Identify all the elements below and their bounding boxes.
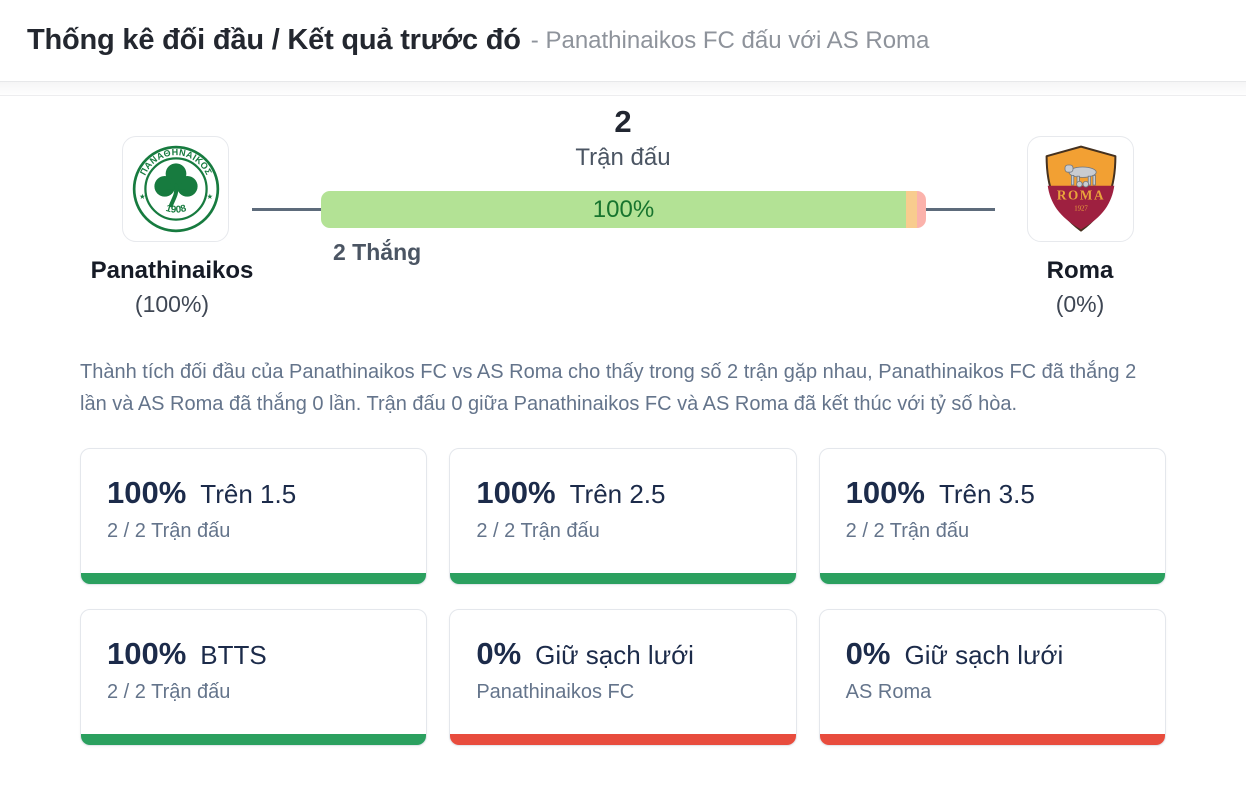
stat-subtext: 2 / 2 Trận đấu (476, 520, 600, 542)
wins-label: 2 Thắng (333, 239, 422, 265)
stat-label: BTTS (200, 640, 267, 670)
svg-text:ROMA: ROMA (1056, 187, 1104, 202)
panathinaikos-logo: ΠΑΝΑΘΗΝΑΪΚΟΣ ★ ★ 1908 (122, 136, 229, 242)
draw-segment (906, 191, 917, 228)
stat-label: Giữ sạch lưới (535, 640, 694, 670)
stat-indicator-bar (450, 573, 796, 584)
page-header: Thống kê đối đầu / Kết quả trước đó - Pa… (0, 0, 1246, 82)
stat-subtext: AS Roma (845, 681, 932, 703)
connector-line-left (252, 208, 321, 211)
connector-line-right (926, 208, 995, 211)
stat-card-over-2-5: 100% Trên 2.5 2 / 2 Trận đấu (449, 448, 797, 585)
page-title: Thống kê đối đầu / Kết quả trước đó (27, 24, 521, 56)
stat-card-btts: 100% BTTS 2 / 2 Trận đấu (80, 609, 428, 746)
stat-value: 100% (476, 475, 556, 510)
stat-indicator-bar (819, 573, 1165, 584)
header-divider (0, 82, 1246, 96)
stat-subtext: 2 / 2 Trận đấu (845, 520, 970, 542)
away-team-name: Roma (1046, 257, 1114, 284)
roma-logo: ROMA 1927 (1027, 136, 1134, 242)
stat-subtext: Panathinaikos FC (476, 681, 635, 703)
matches-label: Trận đấu (575, 144, 671, 171)
stat-indicator-bar (450, 734, 796, 745)
win-percentage-label: 100% (592, 196, 655, 223)
head-to-head-section: 2 Trận đấu ΠΑΝΑΘΗΝΑΪΚΟΣ ★ ★ 1908 (0, 96, 1246, 346)
matches-count: 2 (614, 104, 632, 139)
svg-text:★: ★ (206, 192, 212, 201)
stats-cards-grid: 100% Trên 1.5 2 / 2 Trận đấu 100% Trên 2… (80, 448, 1166, 746)
stat-value: 100% (107, 475, 187, 510)
stat-indicator-bar (81, 734, 427, 745)
svg-text:1927: 1927 (1074, 206, 1088, 213)
stat-subtext: 2 / 2 Trận đấu (107, 681, 231, 703)
stat-label: Trên 3.5 (938, 479, 1035, 509)
stat-label: Trên 1.5 (200, 479, 297, 509)
stat-value: 0% (845, 636, 891, 671)
stat-value: 0% (476, 636, 522, 671)
svg-text:★: ★ (139, 192, 145, 201)
stat-card-clean-sheet-home: 0% Giữ sạch lưới Panathinaikos FC (449, 609, 797, 746)
stat-card-over-1-5: 100% Trên 1.5 2 / 2 Trận đấu (80, 448, 428, 585)
stat-card-over-3-5: 100% Trên 3.5 2 / 2 Trận đấu (818, 448, 1166, 585)
stat-value: 100% (107, 636, 187, 671)
win-segment (321, 191, 907, 228)
panathinaikos-crest-icon: ΠΑΝΑΘΗΝΑΪΚΟΣ ★ ★ 1908 (132, 145, 219, 233)
stat-label: Trên 2.5 (569, 479, 666, 509)
home-team-percentage: (100%) (134, 291, 210, 317)
stat-card-clean-sheet-away: 0% Giữ sạch lưới AS Roma (818, 609, 1166, 746)
roma-crest-icon: ROMA 1927 (1045, 145, 1116, 232)
stat-indicator-bar (81, 573, 427, 584)
stat-value: 100% (845, 475, 925, 510)
h2h-result-bar: 100% (321, 191, 926, 228)
stat-indicator-bar (819, 734, 1165, 745)
page-subtitle: - Panathinaikos FC đấu với AS Roma (530, 26, 930, 54)
loss-segment (916, 191, 926, 228)
stat-subtext: 2 / 2 Trận đấu (107, 520, 231, 542)
svg-text:1908: 1908 (164, 203, 188, 216)
stat-label: Giữ sạch lưới (904, 640, 1064, 670)
home-team-name: Panathinaikos (90, 257, 254, 284)
h2h-summary-text: Thành tích đối đầu của Panathinaikos FC … (80, 361, 1137, 415)
away-team-percentage: (0%) (1055, 291, 1105, 317)
